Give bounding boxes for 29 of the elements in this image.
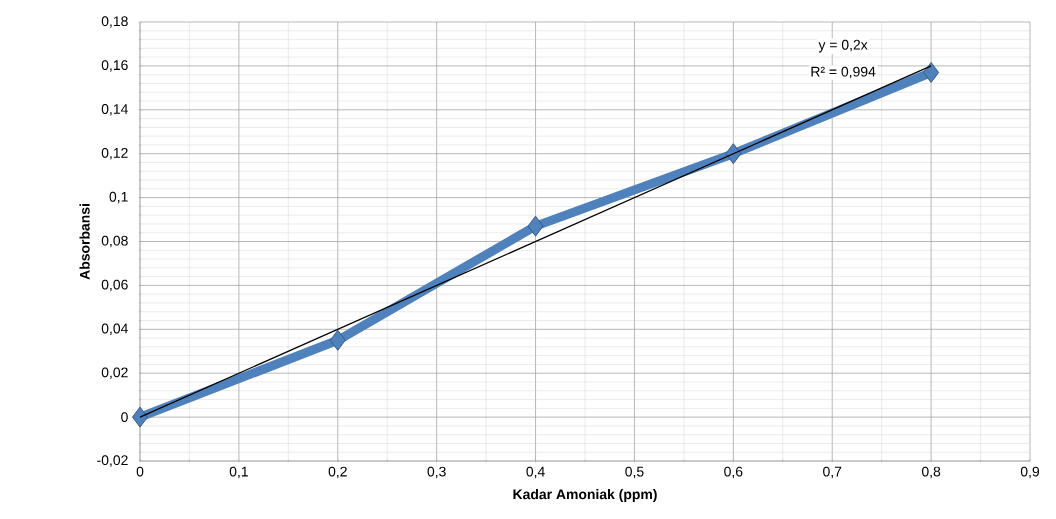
y-tick-label: 0,14	[101, 104, 128, 116]
y-tick-label: 0,08	[101, 235, 128, 248]
point	[329, 329, 346, 351]
x-tick-label: 0,5	[625, 466, 644, 479]
y-tick-label: 0	[121, 412, 128, 423]
x-tick-label: 0,8	[921, 466, 941, 479]
annotation: R² = 0,994	[811, 66, 876, 79]
x-tick-label: 0	[136, 466, 144, 477]
x-tick-label: 0,4	[526, 466, 545, 479]
x-axis-title: Kadar Amoniak (ppm)	[513, 489, 657, 503]
point	[923, 61, 940, 83]
x-tick-label: 0,7	[823, 466, 842, 479]
x-tick-label: 0,1	[229, 466, 248, 479]
y-tick-label: 0,12	[101, 147, 128, 160]
x-tick-label: 0,6	[724, 466, 743, 479]
y-tick-label: -0,02	[97, 455, 128, 467]
point	[527, 215, 544, 237]
annotation: y = 0,2x	[818, 39, 868, 53]
y-tick-label: 0,06	[101, 279, 128, 292]
x-tick-label: 0,3	[427, 466, 446, 479]
point	[132, 406, 148, 428]
y-axis-title: Absorbansi	[79, 204, 90, 280]
y-tick-label: 0,02	[101, 367, 128, 379]
y-tick-label: 0,04	[101, 323, 128, 336]
x-tick-label: 0,2	[328, 466, 347, 479]
x-tick-label: 0,9	[1020, 466, 1040, 479]
y-tick-label: 0,16	[101, 60, 128, 72]
y-tick-label: 0,18	[101, 16, 128, 28]
y-tick-label: 0,1	[109, 191, 128, 204]
